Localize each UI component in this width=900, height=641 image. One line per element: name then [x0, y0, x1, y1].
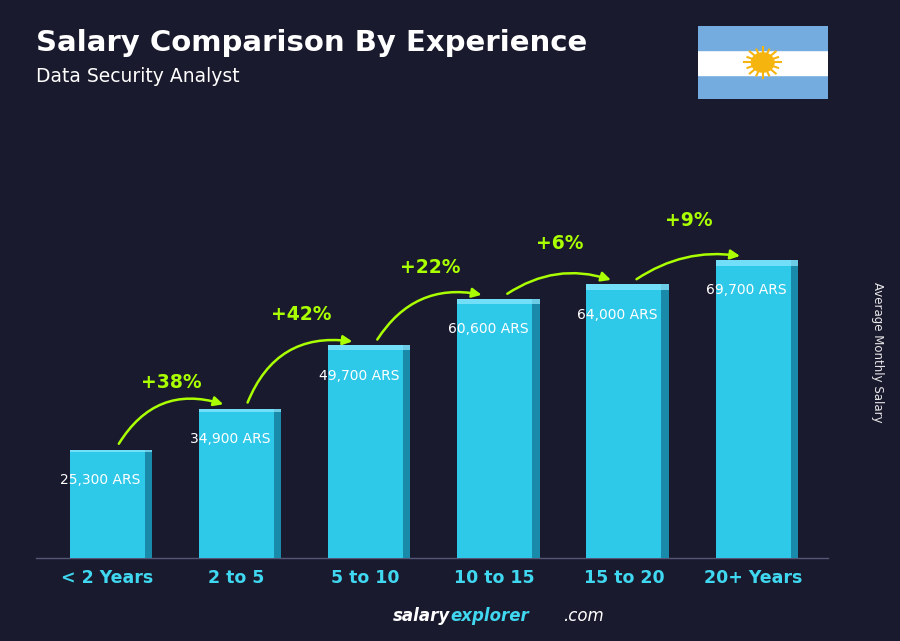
FancyArrowPatch shape — [119, 397, 220, 444]
Text: 25,300 ARS: 25,300 ARS — [60, 473, 140, 487]
Bar — [698, 75, 828, 99]
FancyArrowPatch shape — [636, 251, 737, 279]
Bar — [698, 26, 828, 50]
Text: +38%: +38% — [141, 373, 202, 392]
Bar — [145, 449, 152, 558]
FancyArrowPatch shape — [248, 337, 349, 403]
Bar — [199, 408, 274, 558]
Bar — [403, 345, 410, 558]
Bar — [587, 284, 662, 558]
Bar — [662, 284, 669, 558]
Bar — [69, 449, 152, 452]
Text: 49,700 ARS: 49,700 ARS — [319, 369, 400, 383]
Bar — [587, 284, 669, 290]
Text: +6%: +6% — [536, 234, 583, 253]
Text: salary: salary — [392, 607, 450, 625]
Bar — [69, 449, 145, 558]
Bar — [457, 299, 532, 558]
Bar — [790, 260, 798, 558]
Bar — [532, 299, 540, 558]
Bar — [328, 345, 410, 350]
Text: .com: .com — [563, 607, 604, 625]
Bar — [328, 345, 403, 558]
FancyArrowPatch shape — [377, 289, 479, 340]
Circle shape — [753, 54, 772, 71]
Text: Average Monthly Salary: Average Monthly Salary — [871, 282, 884, 423]
Circle shape — [752, 53, 774, 72]
Bar — [457, 299, 540, 304]
Text: +22%: +22% — [400, 258, 460, 276]
Text: 60,600 ARS: 60,600 ARS — [448, 322, 528, 337]
Bar — [199, 408, 281, 412]
Text: 34,900 ARS: 34,900 ARS — [190, 432, 270, 446]
Text: +9%: +9% — [665, 211, 712, 229]
Text: explorer: explorer — [450, 607, 529, 625]
Text: Salary Comparison By Experience: Salary Comparison By Experience — [36, 29, 587, 57]
Text: Data Security Analyst: Data Security Analyst — [36, 67, 239, 87]
Bar — [698, 50, 828, 75]
FancyArrowPatch shape — [508, 273, 608, 294]
Bar — [716, 260, 798, 267]
Text: 69,700 ARS: 69,700 ARS — [706, 283, 787, 297]
Text: 64,000 ARS: 64,000 ARS — [577, 308, 658, 322]
Bar — [716, 260, 790, 558]
Text: +42%: +42% — [271, 304, 331, 324]
Bar — [274, 408, 281, 558]
